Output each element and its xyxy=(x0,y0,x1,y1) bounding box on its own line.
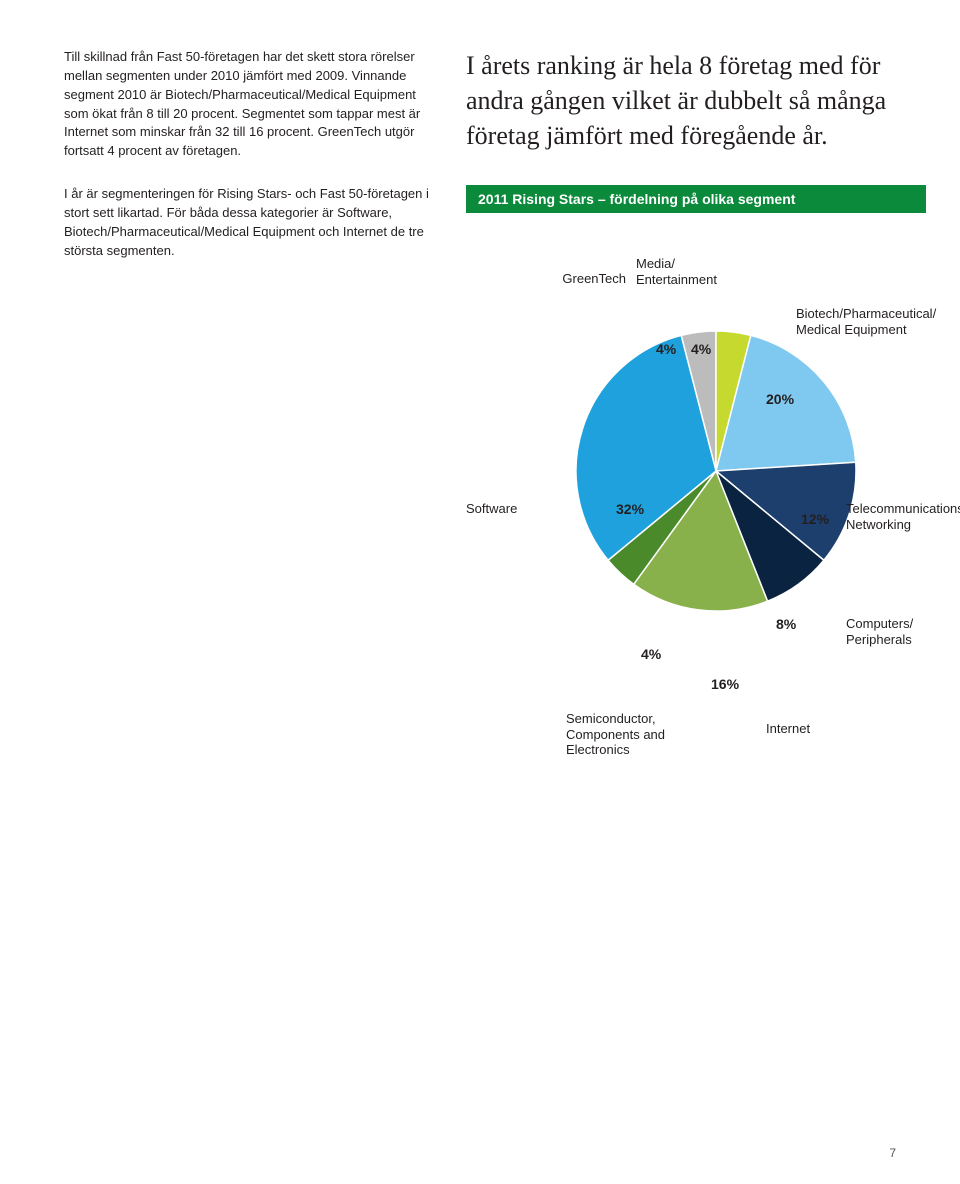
pie-pct: 4% xyxy=(656,341,676,357)
label-internet: Internet xyxy=(766,721,810,737)
mid-columns: I år är segmenteringen för Rising Stars-… xyxy=(64,185,896,861)
label-media: Media/Entertainment xyxy=(636,256,717,287)
label-telecom: Telecommunications/Networking xyxy=(846,501,960,532)
pie-pct: 4% xyxy=(691,341,711,357)
pie-chart: 4%GreenTech4%Media/Entertainment20%Biote… xyxy=(466,221,926,861)
pie-wrap xyxy=(576,331,856,611)
body-paragraph-2: I år är segmenteringen för Rising Stars-… xyxy=(64,185,434,861)
label-computers: Computers/Peripherals xyxy=(846,616,913,647)
pullquote: I årets ranking är hela 8 företag med fö… xyxy=(466,48,896,161)
label-biotech: Biotech/Pharmaceutical/Medical Equipment xyxy=(796,306,936,337)
label-greentech: GreenTech xyxy=(556,271,626,287)
body-paragraph-1: Till skillnad från Fast 50-företagen har… xyxy=(64,48,434,161)
pie-pct: 12% xyxy=(801,511,829,527)
chart-column: 2011 Rising Stars – fördelning på olika … xyxy=(466,185,926,861)
pie-pct: 16% xyxy=(711,676,739,692)
top-columns: Till skillnad från Fast 50-företagen har… xyxy=(64,48,896,161)
chart-title: 2011 Rising Stars – fördelning på olika … xyxy=(466,185,926,213)
pie-pct: 8% xyxy=(776,616,796,632)
pie-pct: 32% xyxy=(616,501,644,517)
page-number: 7 xyxy=(889,1146,896,1160)
label-semiconductor: Semiconductor,Components andElectronics xyxy=(566,711,665,758)
pie-pct: 4% xyxy=(641,646,661,662)
pie-pct: 20% xyxy=(766,391,794,407)
label-software: Software xyxy=(466,501,517,517)
